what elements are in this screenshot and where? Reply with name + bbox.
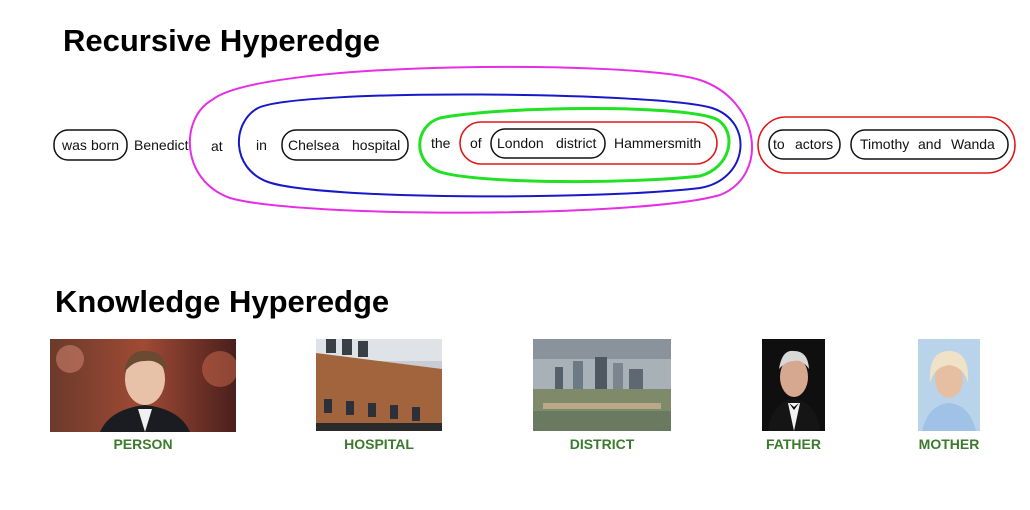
- group-to-actors: [768, 129, 841, 160]
- word-wanda: Wanda: [951, 136, 995, 152]
- group-was-born: [53, 129, 128, 161]
- hospital-label: HOSPITAL: [344, 436, 414, 452]
- word-timothy: Timothy: [860, 136, 910, 152]
- word-the: the: [431, 135, 451, 151]
- district-photo: [533, 339, 671, 431]
- word-in: in: [256, 137, 267, 153]
- word-born: born: [91, 137, 120, 153]
- hyperedge-magenta: [188, 65, 754, 214]
- person-label: PERSON: [113, 436, 173, 452]
- word-at: at: [211, 138, 223, 154]
- hyperedge-red-inner: [459, 121, 718, 165]
- district-label: DISTRICT: [569, 436, 635, 452]
- recursive-hyperedge-title: Recursive Hyperedge: [63, 23, 381, 58]
- word-actors: actors: [795, 136, 834, 152]
- hyperedge-blue: [237, 93, 742, 198]
- word-and: and: [918, 136, 942, 152]
- word-chelsea: Chelsea: [288, 137, 340, 153]
- hyperedge-diagram: [53, 65, 1016, 214]
- word-benedict: Benedict: [134, 137, 189, 153]
- word-london: London: [497, 135, 544, 151]
- hospital-photo: [316, 339, 442, 431]
- word-hospital: hospital: [352, 137, 401, 153]
- mother-photo: [918, 339, 980, 431]
- group-chelsea-hospital: [281, 129, 409, 161]
- father-label: FATHER: [766, 436, 821, 452]
- hyperedge-green: [418, 107, 731, 184]
- word-was: was: [62, 137, 87, 153]
- word-district: district: [556, 135, 597, 151]
- knowledge-hyperedge-title: Knowledge Hyperedge: [55, 284, 390, 319]
- word-to: to: [773, 136, 785, 152]
- word-hammersmith: Hammersmith: [614, 135, 702, 151]
- word-of: of: [470, 135, 482, 151]
- hyperedge-red-right: [757, 116, 1016, 174]
- father-photo: [762, 339, 825, 431]
- group-timothy-and-wanda: [850, 129, 1009, 160]
- mother-label: MOTHER: [918, 436, 980, 452]
- person-photo: [50, 339, 236, 432]
- group-london-district: [490, 128, 606, 159]
